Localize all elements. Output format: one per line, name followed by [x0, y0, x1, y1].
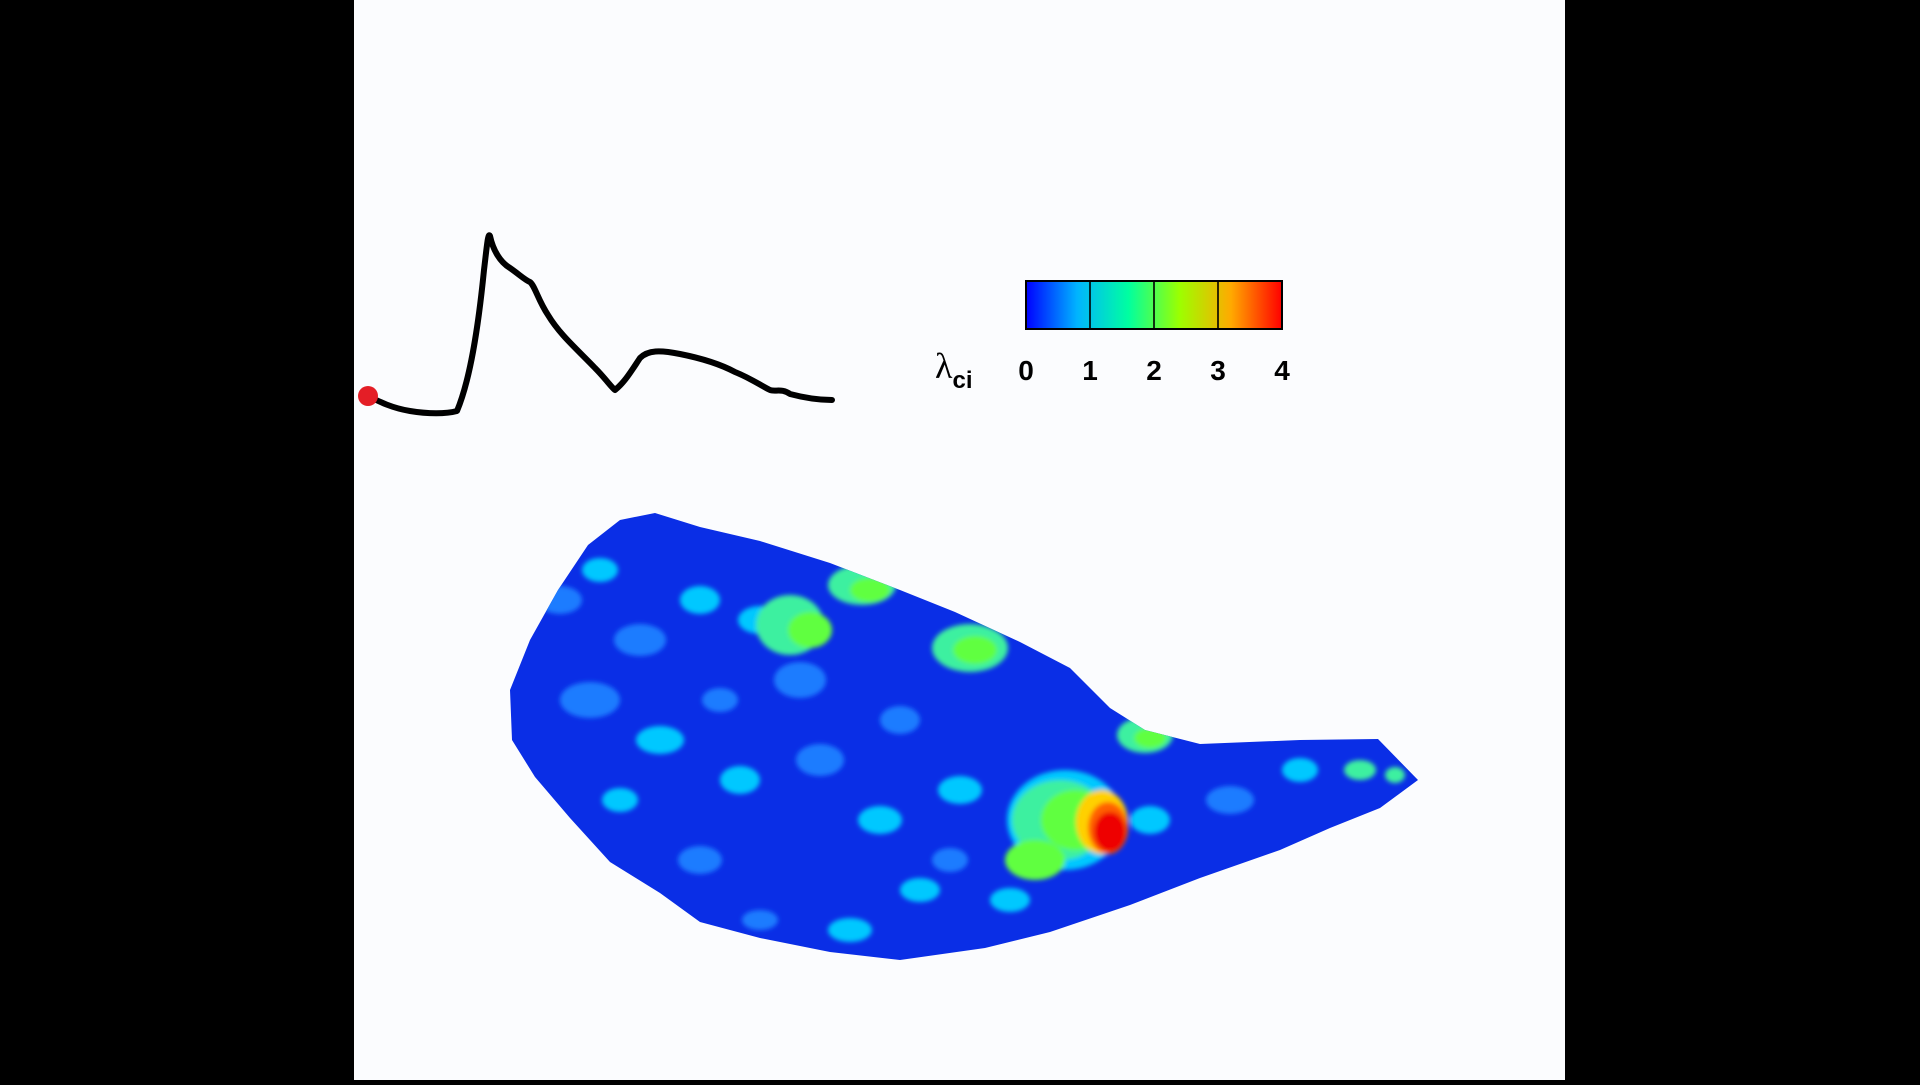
- contour-blob: [880, 706, 920, 734]
- contour-blob: [636, 726, 684, 754]
- colorbar-tick-label: 1: [1082, 355, 1098, 386]
- contour-blob: [560, 682, 620, 718]
- contour-blob: [1022, 843, 1058, 867]
- contour-blob: [796, 744, 844, 776]
- contour-blob: [858, 806, 902, 834]
- time-marker: [358, 386, 378, 406]
- contour-blob: [1094, 812, 1126, 852]
- contour-blob: [932, 848, 968, 872]
- contour-blob: [1206, 786, 1254, 814]
- contour-blob: [582, 558, 618, 582]
- contour-blob: [1344, 760, 1376, 780]
- colorbar-subscript: ci: [952, 367, 972, 394]
- contour-blob: [774, 662, 826, 698]
- contour-blob: [720, 766, 760, 794]
- contour-blob: [678, 846, 722, 874]
- contour-blob: [990, 888, 1030, 912]
- contour-blob: [702, 688, 738, 712]
- contour-blob: [1385, 767, 1405, 783]
- contour-blob: [788, 612, 832, 648]
- contour-blob: [614, 624, 666, 656]
- contour-blob: [1282, 758, 1318, 782]
- contour-blob: [953, 636, 997, 664]
- contour-blob: [1130, 806, 1170, 834]
- contour-blob: [828, 918, 872, 942]
- contour-blob: [938, 776, 982, 804]
- colorbar-symbol: λ: [935, 346, 953, 386]
- contour-blob: [742, 910, 778, 930]
- colorbar-tick-label: 4: [1274, 355, 1290, 386]
- contour-blob: [680, 586, 720, 614]
- colorbar-tick-label: 0: [1018, 355, 1034, 386]
- colorbar-tick-label: 3: [1210, 355, 1226, 386]
- contour-blob: [900, 878, 940, 902]
- colorbar-tick-label: 2: [1146, 355, 1162, 386]
- contour-blob: [602, 788, 638, 812]
